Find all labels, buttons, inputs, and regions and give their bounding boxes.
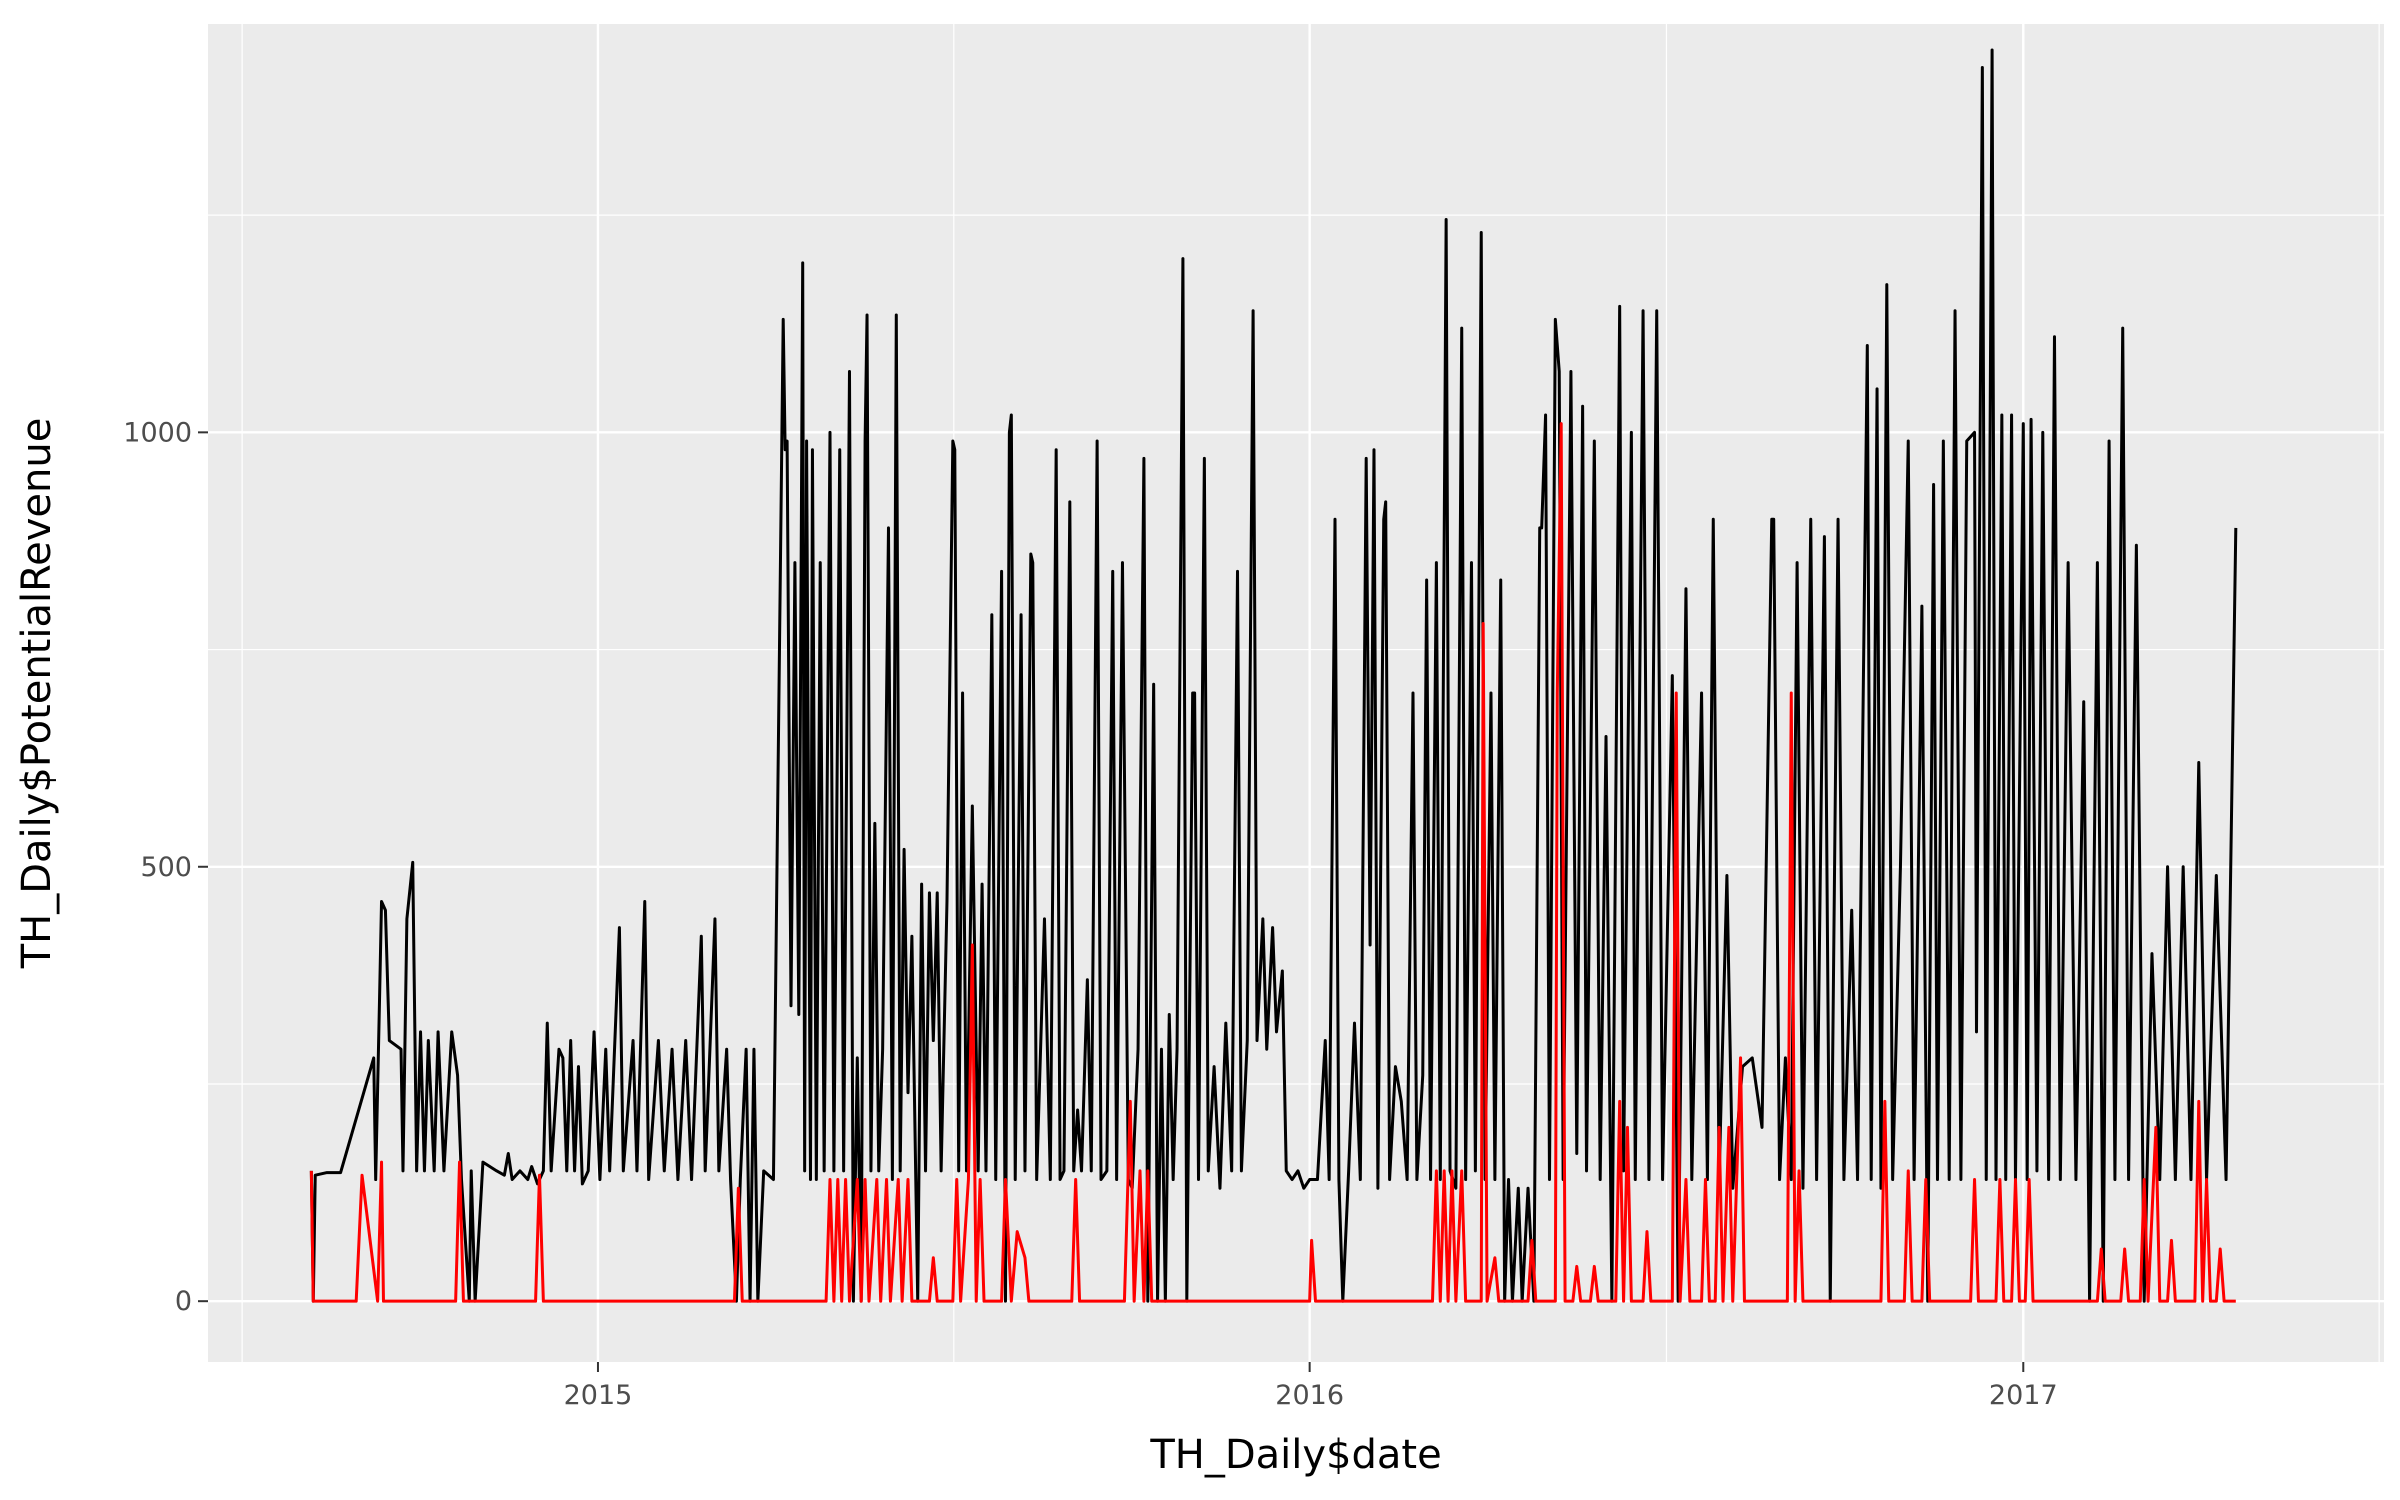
y-axis-title: TH_Daily$PotentialRevenue	[14, 418, 60, 970]
x-tick-label: 2016	[1275, 1380, 1344, 1411]
y-tick-label: 0	[175, 1286, 192, 1317]
y-tick-label: 500	[140, 852, 192, 883]
y-tick-label: 1000	[123, 417, 192, 448]
series-line-2	[309, 422, 2236, 1303]
series-layer	[309, 48, 2238, 1303]
x-axis: 2015 2016 2017	[564, 1362, 2058, 1411]
series-line-1	[309, 48, 2238, 1303]
x-tick-label: 2015	[564, 1380, 633, 1411]
x-tick-label: 2017	[1989, 1380, 2058, 1411]
y-axis: 0 500 1000	[123, 417, 208, 1317]
x-axis-title: TH_Daily$date	[1149, 1432, 1441, 1478]
